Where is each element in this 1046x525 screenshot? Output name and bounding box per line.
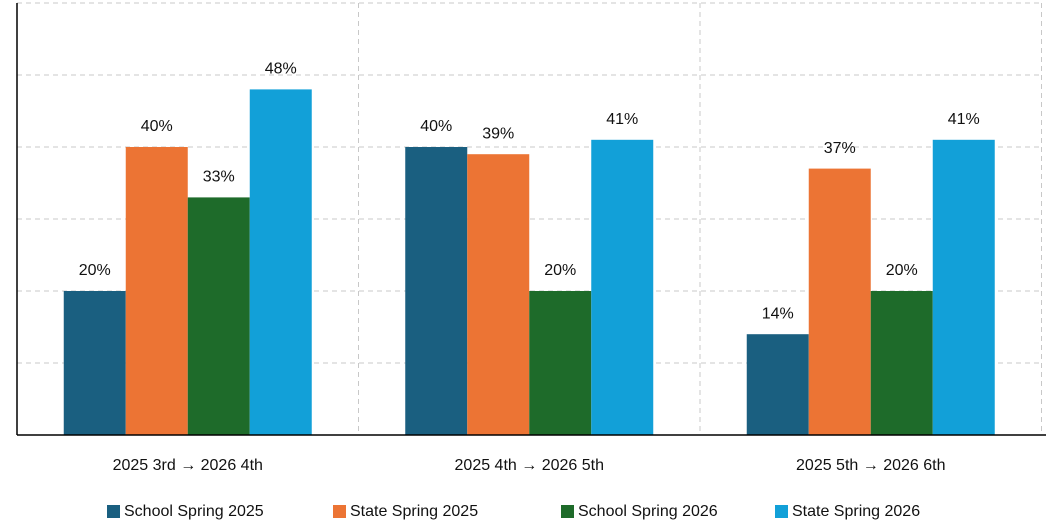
data-label: 41% — [948, 111, 980, 128]
x-tick-label: 2025 4th → 2026 5th — [455, 457, 604, 474]
data-label: 41% — [606, 111, 638, 128]
bar — [187, 197, 250, 435]
legend-swatch — [333, 505, 346, 518]
data-label: 40% — [420, 118, 452, 135]
bar — [405, 147, 468, 435]
data-label: 20% — [544, 262, 576, 279]
legend-label: School Spring 2026 — [578, 503, 718, 520]
bar — [746, 334, 809, 435]
legend-label: State Spring 2026 — [792, 503, 920, 520]
data-label: 40% — [141, 118, 173, 135]
bar — [870, 291, 933, 435]
legend-swatch — [107, 505, 120, 518]
bar — [808, 168, 871, 435]
data-label: 48% — [265, 61, 297, 78]
data-label: 39% — [482, 125, 514, 142]
bar — [125, 147, 188, 435]
x-tick-label: 2025 5th → 2026 6th — [796, 457, 945, 474]
data-label: 37% — [824, 140, 856, 157]
bar — [63, 291, 126, 435]
data-label: 14% — [762, 305, 794, 322]
legend-swatch — [561, 505, 574, 518]
data-label: 33% — [203, 169, 235, 186]
legend-label: School Spring 2025 — [124, 503, 264, 520]
bar — [467, 154, 530, 435]
legend-swatch — [775, 505, 788, 518]
x-tick-label: 2025 3rd → 2026 4th — [113, 457, 263, 474]
bar — [932, 139, 995, 436]
bar — [249, 89, 312, 436]
data-label: 20% — [886, 262, 918, 279]
data-label: 20% — [79, 262, 111, 279]
bar — [591, 139, 654, 436]
legend-label: State Spring 2025 — [350, 503, 478, 520]
bar — [529, 291, 592, 435]
